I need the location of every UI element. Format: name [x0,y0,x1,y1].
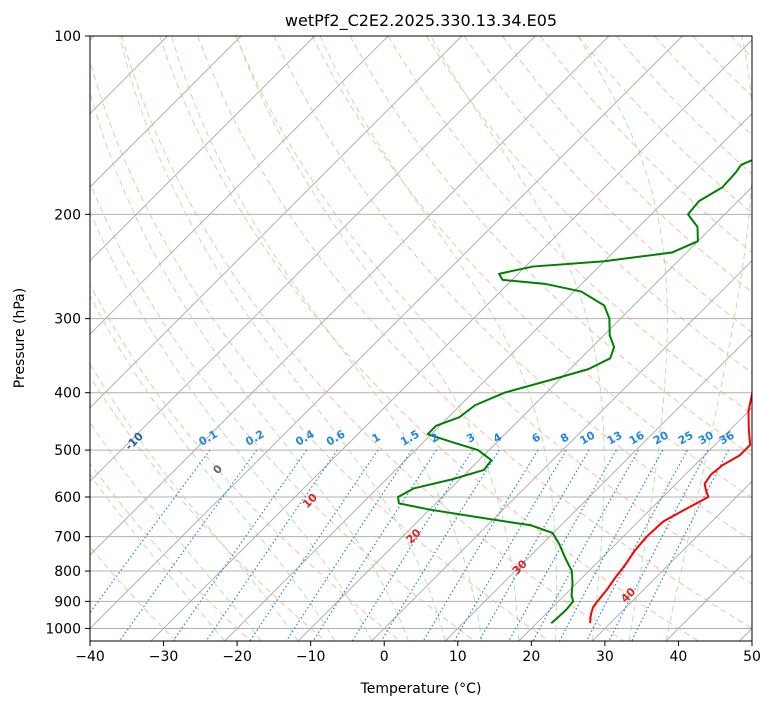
y-tick-label: 200 [54,207,81,223]
dry-adiabat [90,58,550,641]
isotherm-gridline [371,259,752,641]
dry-adiabat [425,36,752,374]
dry-adiabat [90,462,252,641]
mixing-ratio-line [422,449,539,641]
isotherm-gridline [591,480,752,641]
x-tick-label: 40 [670,649,688,665]
moist-adiabat [90,90,409,641]
isotherm-gridline [224,112,752,641]
dry-adiabat [121,36,624,641]
moist-adiabat [430,36,605,641]
x-tick-label: −40 [75,649,105,665]
mixing-ratio-line [351,449,474,641]
y-tick-label: 100 [54,29,81,45]
chart-title: wetPf2_C2E2.2025.330.13.34.E05 [285,11,557,31]
x-tick-label: 50 [743,649,761,665]
y-tick-label: 300 [54,312,81,328]
y-tick-label: 900 [54,594,81,610]
temperature-line [589,388,752,624]
y-tick-label: 1000 [45,621,81,637]
dry-adiabat [90,283,401,641]
dry-adiabat [349,36,752,457]
moist-adiabat [90,473,225,641]
y-tick-label: 400 [54,386,81,402]
x-tick-label: −10 [296,649,326,665]
y-tick-label: 800 [54,564,81,580]
dewpoint-line [396,159,752,625]
isotherm-gridline [90,36,463,409]
x-tick-label: 30 [596,649,614,665]
moist-adiabat [119,36,446,641]
dry-adiabat [311,36,752,499]
isotherm-gridline [90,36,610,556]
y-tick-label: 600 [54,490,81,506]
dry-adiabat [90,375,326,641]
isotherm-gridline [444,333,752,641]
x-axis-label: Temperature (°C) [360,681,482,697]
moist-adiabat [577,36,668,641]
isotherm-gridline [150,39,752,641]
mixing-ratio-line [558,449,664,641]
isotherm-gridline [90,36,536,483]
x-tick-label: −30 [149,649,179,665]
mixing-ratio-line [172,449,308,641]
x-tick-label: 10 [449,649,467,665]
y-tick-label: 500 [54,443,81,459]
isotherm-gridline [90,36,242,188]
dry-adiabat [578,36,752,214]
mixing-ratio-line [586,449,688,641]
x-tick-label: 0 [380,649,389,665]
mixing-ratio-line [118,449,258,641]
isotherm-gridline [518,407,752,641]
mixing-ratio-line [453,449,567,641]
dry-adiabat [197,36,752,630]
moist-adiabat [170,36,483,641]
dry-adiabat [235,36,752,585]
moist-adiabat [90,421,262,641]
x-tick-label: −20 [222,649,252,665]
plot-frame [89,35,753,642]
mixing-ratio-line [478,449,590,641]
moist-adiabat [90,362,299,641]
isotherm-gridline [90,36,389,335]
y-axis-label: Pressure (hPa) [12,288,28,388]
moist-adiabat [319,36,558,641]
x-tick-label: 20 [522,649,540,665]
mixing-ratio-line [380,449,500,641]
moist-adiabat [235,36,520,641]
mixing-ratio-line [205,449,338,641]
isotherm-gridline [90,36,316,262]
dry-adiabat [387,36,752,415]
dry-adiabat [540,36,752,254]
mixing-ratio-line [508,449,617,641]
mixing-ratio-line [532,449,640,641]
mixing-ratio-line [608,449,709,641]
y-tick-label: 700 [54,530,81,546]
moist-adiabat [665,36,752,641]
moist-adiabat [90,294,336,641]
dry-adiabat [273,36,752,542]
